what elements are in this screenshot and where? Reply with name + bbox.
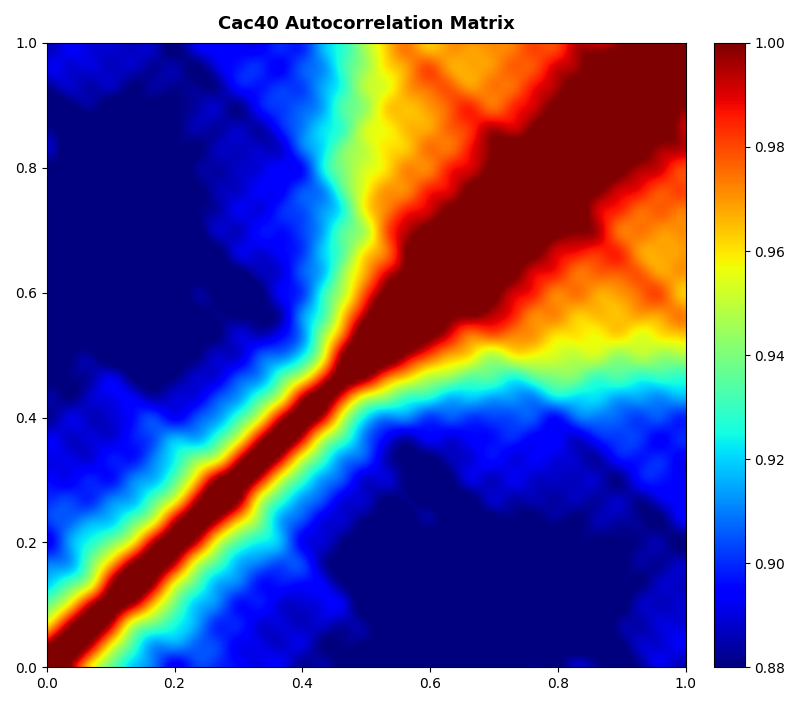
Title: Cac40 Autocorrelation Matrix: Cac40 Autocorrelation Matrix (218, 15, 514, 33)
